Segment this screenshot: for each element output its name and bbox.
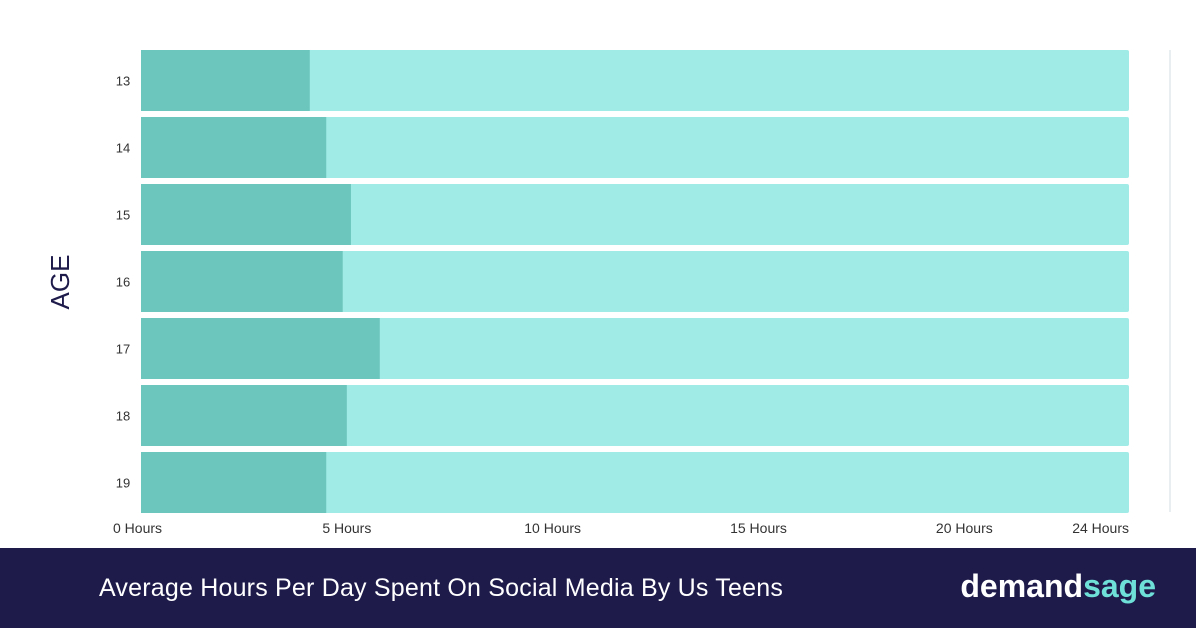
y-tick-label: 17: [116, 342, 130, 357]
x-tick-label: 10 Hours: [524, 520, 581, 536]
bar: [141, 50, 310, 111]
bar-track: [141, 318, 1129, 379]
chart-title: Average Hours Per Day Spent On Social Me…: [99, 574, 784, 602]
bar-track: [141, 184, 1129, 245]
y-tick-label: 19: [116, 476, 130, 491]
bar: [141, 117, 327, 178]
y-tick-label: 15: [116, 208, 130, 223]
y-tick-label: 14: [116, 141, 130, 156]
bar-chart: 13 14 15 16 17 18 19 0 Hours 5 Hours 10 Hours 15 H…: [113, 50, 1171, 536]
x-tick-label: 0 Hours: [113, 520, 162, 536]
y-tick-label: 16: [116, 275, 130, 290]
x-tick-label: 5 Hours: [322, 520, 371, 536]
bar: [141, 452, 327, 513]
brand-logo: demandsage: [960, 568, 1156, 605]
bar: [141, 184, 351, 245]
bar: [141, 251, 343, 312]
brand-logo-part1: demand: [960, 568, 1084, 604]
y-tick-label: 18: [116, 409, 130, 424]
bar-track: [141, 117, 1129, 178]
x-tick-label: 15 Hours: [730, 520, 787, 536]
brand-logo-part2: sage: [1083, 568, 1156, 604]
bar-track: [141, 50, 1129, 111]
bar-track: [141, 452, 1129, 513]
x-tick-label: 20 Hours: [936, 520, 993, 536]
x-tick-label: 24 Hours: [1072, 520, 1129, 536]
y-tick-label: 13: [116, 74, 130, 89]
bar: [141, 385, 347, 446]
bar-track: [141, 385, 1129, 446]
y-axis-label: AGE: [45, 254, 75, 310]
bar-track: [141, 251, 1129, 312]
bar: [141, 318, 380, 379]
footer-banner: [0, 548, 1196, 628]
